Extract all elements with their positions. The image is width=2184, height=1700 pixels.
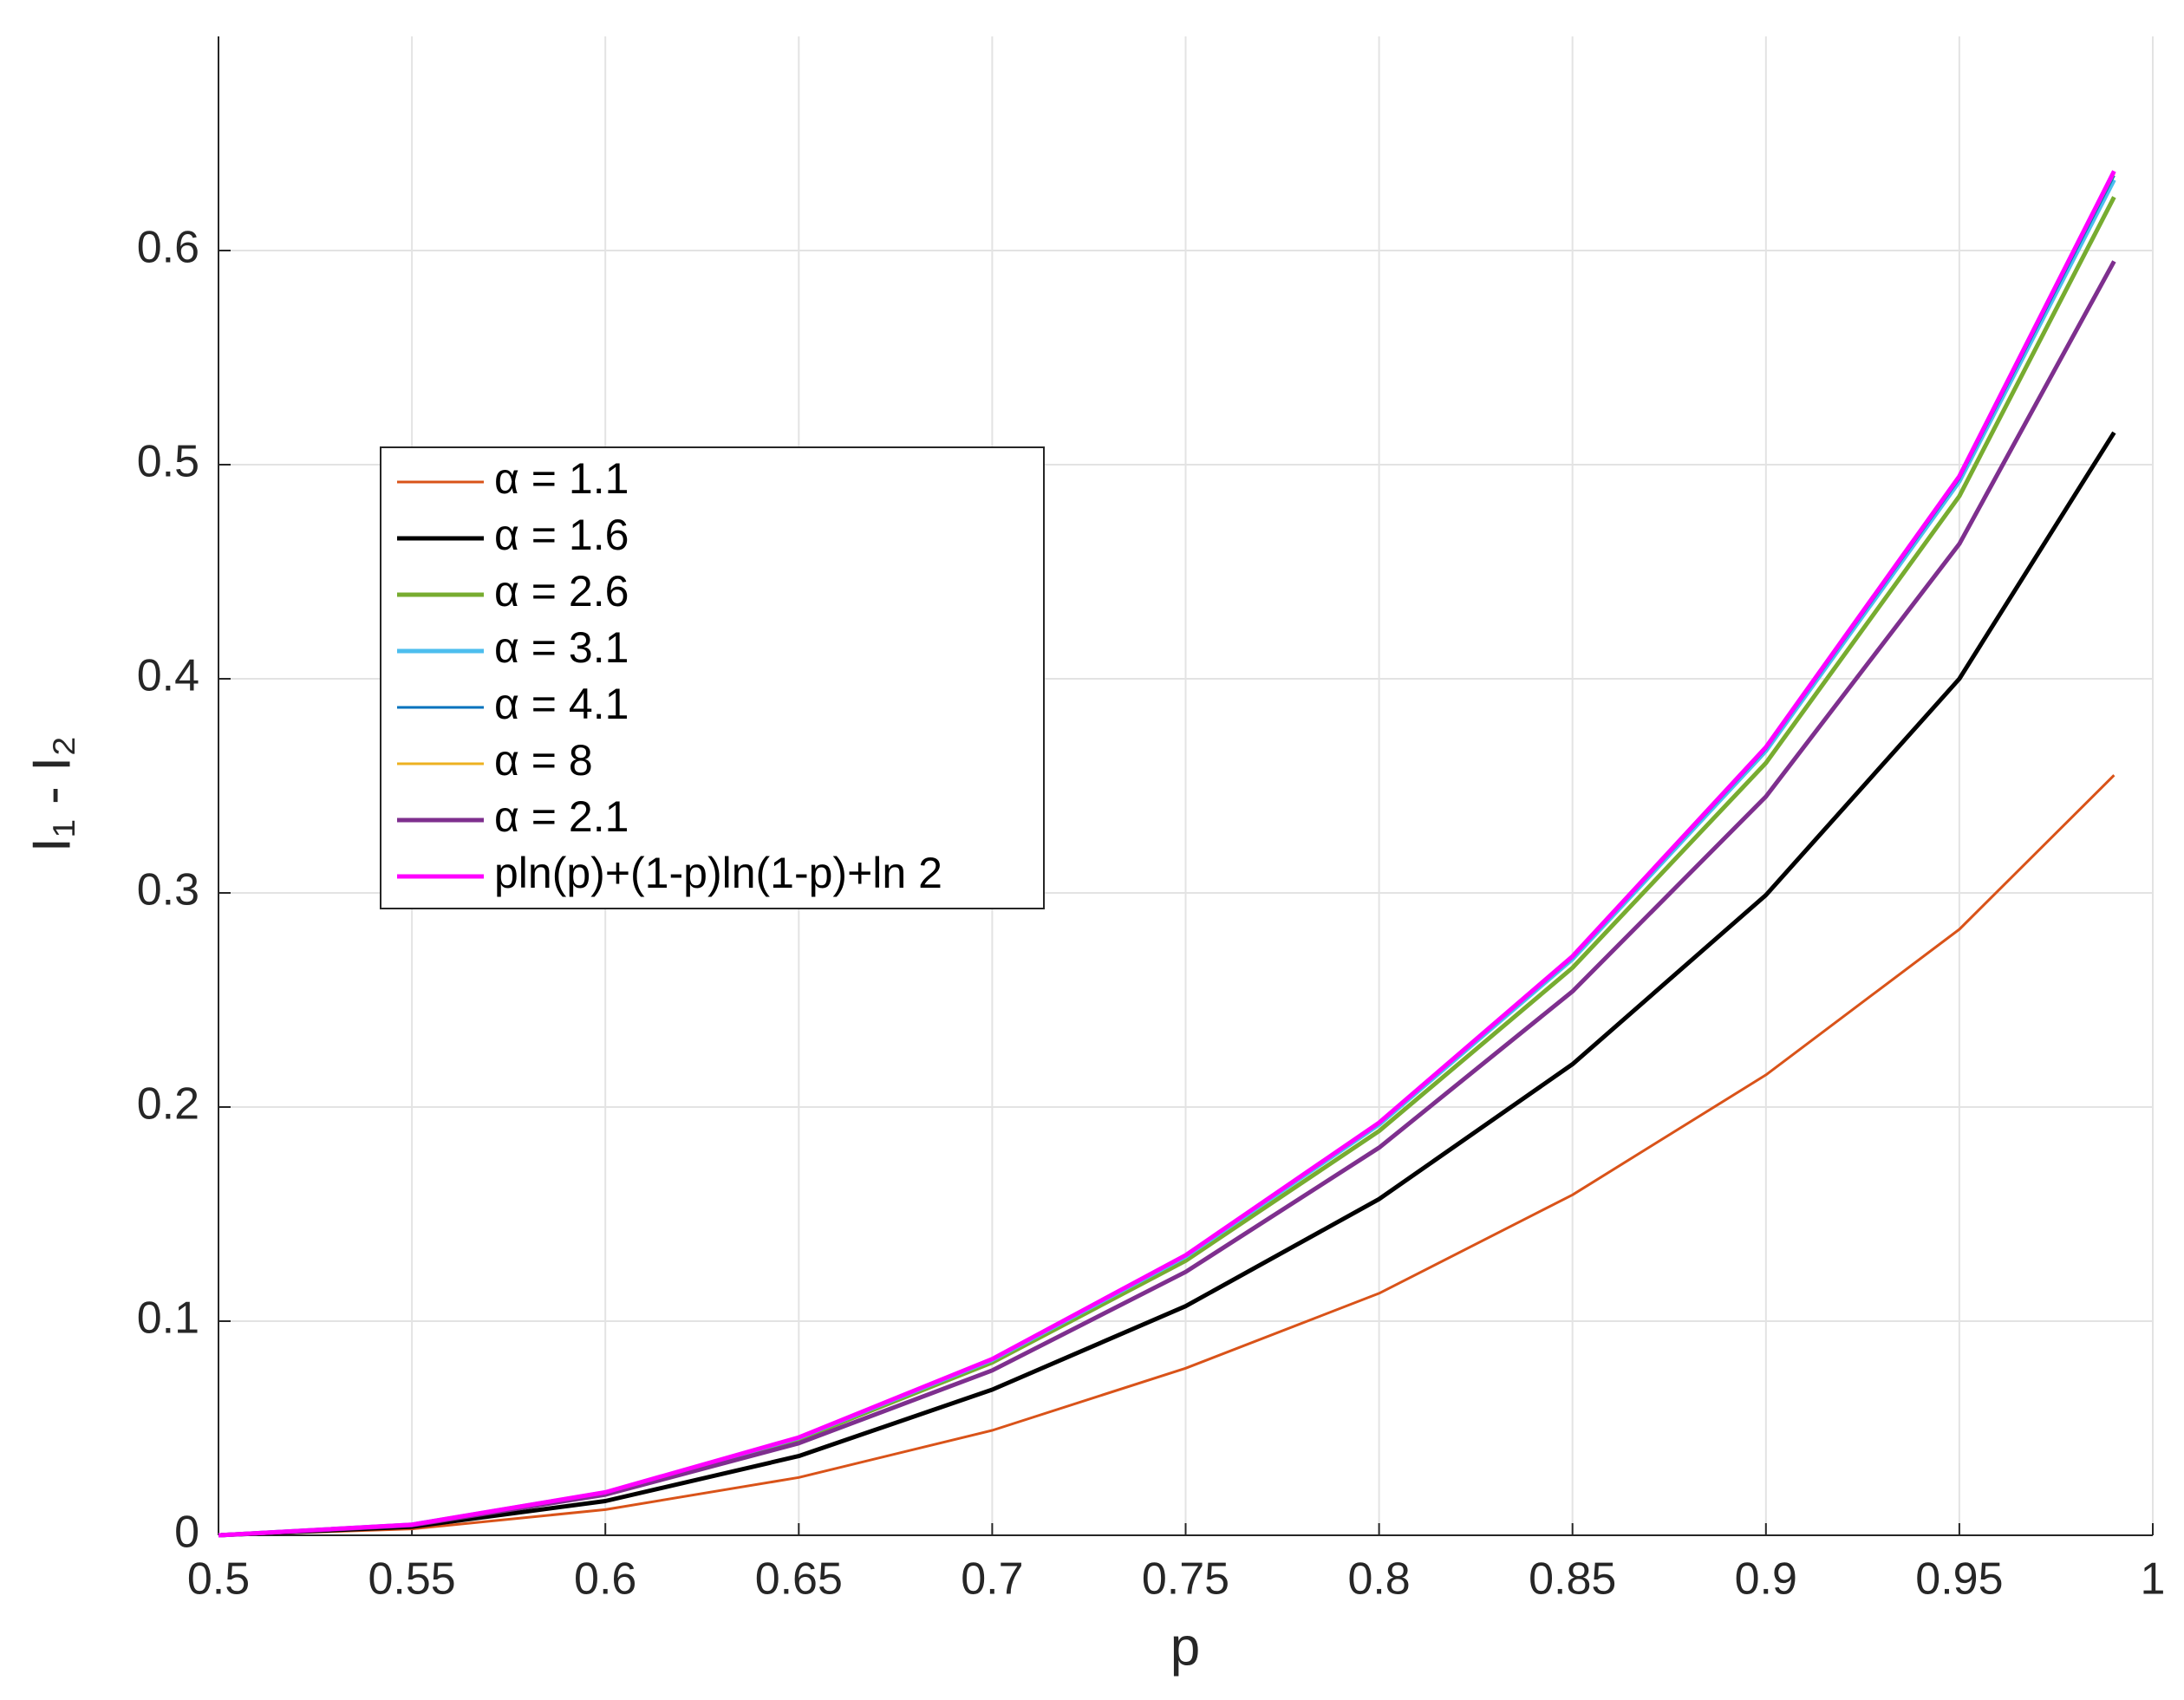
series-line bbox=[218, 774, 2116, 1537]
y-tick-label: 0.5 bbox=[137, 437, 199, 487]
x-tick-label: 0.55 bbox=[368, 1554, 455, 1605]
legend-label: α = 2.1 bbox=[494, 792, 629, 841]
x-tick-label: 0.9 bbox=[1735, 1554, 1797, 1605]
x-tick-label: 0.6 bbox=[574, 1554, 636, 1605]
x-tick-label: 0.5 bbox=[187, 1554, 250, 1605]
y-tick-label: 0.4 bbox=[137, 651, 199, 701]
y-tick-label: 0.1 bbox=[137, 1293, 199, 1344]
legend-label: α = 2.6 bbox=[494, 567, 629, 616]
series-line bbox=[218, 170, 2116, 1538]
x-axis-label: p bbox=[1170, 1617, 1200, 1677]
x-tick-label: 0.7 bbox=[961, 1554, 1023, 1605]
y-tick-label: 0.3 bbox=[137, 865, 199, 915]
x-tick-label: 0.95 bbox=[1915, 1554, 2003, 1605]
y-tick-label: 0.2 bbox=[137, 1079, 199, 1130]
legend-label: α = 1.1 bbox=[494, 454, 629, 503]
x-tick-label: 0.65 bbox=[755, 1554, 843, 1605]
legend-label: α = 4.1 bbox=[494, 680, 629, 728]
legend-label: pln(p)+(1-p)ln(1-p)+ln 2 bbox=[494, 849, 942, 897]
legend-box bbox=[380, 446, 1045, 909]
y-tick-label: 0.6 bbox=[137, 223, 199, 273]
x-tick-label: 0.8 bbox=[1347, 1554, 1410, 1605]
x-tick-label: 1 bbox=[2141, 1554, 2166, 1605]
x-tick-label: 0.75 bbox=[1142, 1554, 1229, 1605]
y-tick-label: 0 bbox=[174, 1508, 199, 1558]
series-line bbox=[218, 431, 2116, 1538]
legend-label: α = 1.6 bbox=[494, 511, 629, 559]
x-tick-label: 0.85 bbox=[1529, 1554, 1616, 1605]
legend-label: α = 3.1 bbox=[494, 623, 629, 672]
y-axis-label: I₁ - I₂ bbox=[22, 736, 81, 853]
legend: α = 1.1 α = 1.6 α = 2.6 α = 3.1 α = 4.1 α = 8… bbox=[380, 446, 1045, 909]
legend-label: α = 8 bbox=[494, 736, 593, 785]
